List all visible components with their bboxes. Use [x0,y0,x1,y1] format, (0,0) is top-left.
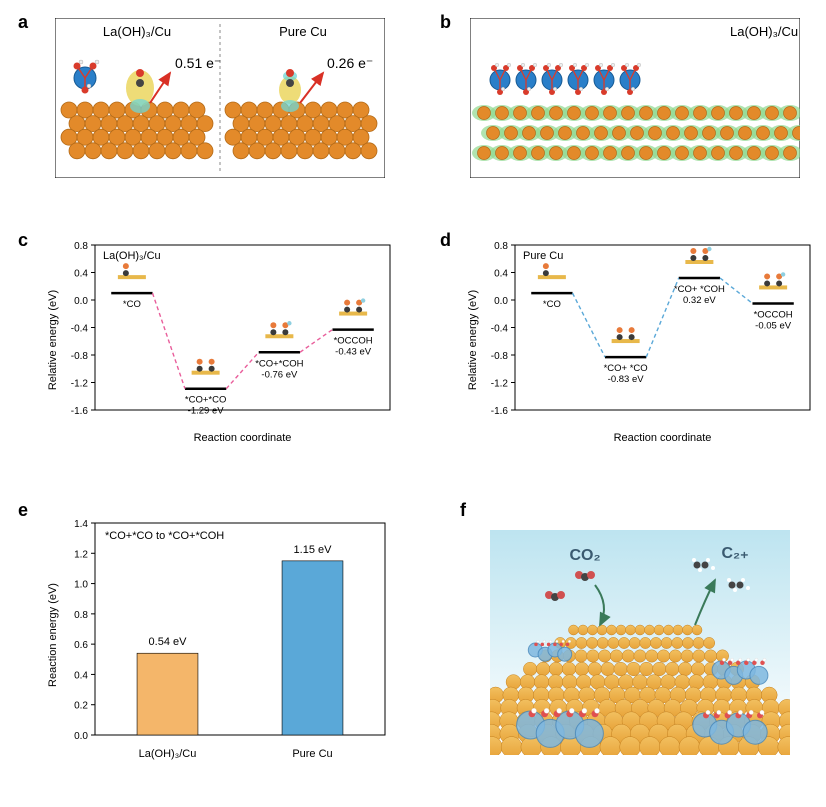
svg-text:-0.4: -0.4 [71,324,89,335]
svg-text:Reaction coordinate: Reaction coordinate [194,432,292,444]
svg-text:1.0: 1.0 [74,580,88,591]
panel-f-label: f [460,500,466,521]
panel-a-label: a [18,12,28,33]
svg-text:-0.05 eV: -0.05 eV [755,320,792,331]
svg-text:-0.83 eV: -0.83 eV [608,374,645,385]
svg-text:Reaction coordinate: Reaction coordinate [614,432,712,444]
svg-text:1.2: 1.2 [74,549,88,560]
svg-text:Reaction energy (eV): Reaction energy (eV) [47,583,59,687]
panel-b-label: b [440,12,451,33]
svg-text:*CO+ *CO: *CO+ *CO [604,363,648,374]
svg-text:C₂₊: C₂₊ [721,545,748,562]
svg-text:-1.6: -1.6 [491,406,509,417]
figure-page: a La(OH)₃/Cu Pure Cu 0.51 e⁻ 0.26 e⁻ b La(O… [0,0,826,807]
svg-text:0.0: 0.0 [74,296,88,307]
svg-text:*CO+*CO: *CO+*CO [185,395,226,406]
svg-text:La(OH)₃/Cu: La(OH)₃/Cu [103,24,171,39]
svg-text:*CO+ *COH: *CO+ *COH [674,284,725,295]
svg-text:-0.43 eV: -0.43 eV [335,347,372,358]
svg-text:-1.2: -1.2 [71,379,89,390]
svg-text:0.4: 0.4 [74,670,88,681]
svg-text:Pure Cu: Pure Cu [523,250,563,262]
panel-d-label: d [440,230,451,251]
svg-text:0.6: 0.6 [74,640,88,651]
panel-f: CO₂ C₂₊ [490,530,790,755]
panel-e: 0.0 0.2 0.4 0.6 0.8 1.0 1.2 1.4 Reaction energy … [40,505,400,765]
svg-text:1.4: 1.4 [74,519,88,530]
panel-a: La(OH)₃/Cu Pure Cu 0.51 e⁻ 0.26 e⁻ [55,18,385,178]
svg-text:-0.4: -0.4 [491,324,509,335]
svg-text:*CO+*COH: *CO+*COH [255,358,303,369]
svg-text:-1.2: -1.2 [491,379,509,390]
svg-text:*OCCOH: *OCCOH [334,336,373,347]
panel-b: La(OH)₃/Cu [470,18,800,178]
svg-text:0.0: 0.0 [74,731,88,742]
svg-text:0.4: 0.4 [494,269,508,280]
svg-text:CO₂: CO₂ [569,547,600,564]
svg-text:*CO+*CO to *CO+*COH: *CO+*CO to *CO+*COH [105,530,224,542]
svg-text:0.8: 0.8 [74,241,88,252]
svg-text:0.26 e⁻: 0.26 e⁻ [327,55,373,71]
svg-text:*CO: *CO [123,299,141,310]
panel-e-label: e [18,500,28,521]
svg-text:-0.8: -0.8 [71,351,89,362]
svg-text:La(OH)₃/Cu: La(OH)₃/Cu [730,24,798,39]
svg-text:0.51 e⁻: 0.51 e⁻ [175,55,221,71]
svg-text:0.4: 0.4 [74,269,88,280]
svg-text:0.0: 0.0 [494,296,508,307]
svg-text:0.32 eV: 0.32 eV [683,295,716,306]
svg-text:0.2: 0.2 [74,701,88,712]
svg-text:Pure Cu: Pure Cu [292,748,332,760]
svg-text:Pure Cu: Pure Cu [279,24,327,39]
svg-text:-0.8: -0.8 [491,351,509,362]
svg-text:-0.76 eV: -0.76 eV [261,369,298,380]
svg-text:0.8: 0.8 [494,241,508,252]
svg-text:La(OH)₃/Cu: La(OH)₃/Cu [139,748,197,760]
svg-text:*OCCOH: *OCCOH [754,309,793,320]
svg-text:0.54 eV: 0.54 eV [149,636,188,648]
svg-text:Relative energy (eV): Relative energy (eV) [47,290,59,390]
panel-c-label: c [18,230,28,251]
panel-c: -1.6 -1.2 -0.8 -0.4 0.0 0.4 0.8 Relative energy… [40,235,400,445]
svg-text:*CO: *CO [543,299,561,310]
svg-text:Relative energy (eV): Relative energy (eV) [467,290,479,390]
svg-text:La(OH)₃/Cu: La(OH)₃/Cu [103,250,161,262]
svg-text:-1.29 eV: -1.29 eV [188,406,225,417]
svg-text:1.15 eV: 1.15 eV [294,544,333,556]
svg-text:-1.6: -1.6 [71,406,89,417]
panel-d: -1.6 -1.2 -0.8 -0.4 0.0 0.4 0.8 Relative energy… [460,235,820,445]
svg-text:0.8: 0.8 [74,610,88,621]
